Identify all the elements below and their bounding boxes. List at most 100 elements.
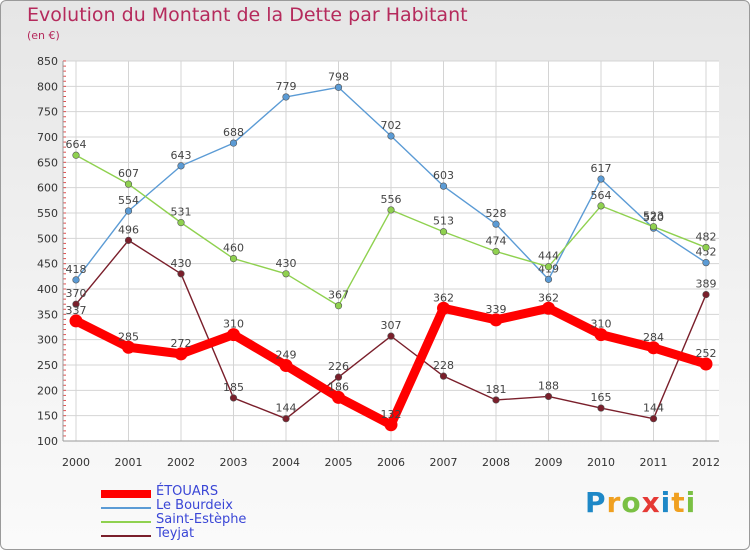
data-label: 362	[538, 291, 559, 304]
data-label: 531	[171, 206, 192, 219]
data-point	[72, 276, 80, 284]
logo-letter: o	[621, 486, 642, 519]
data-label: 181	[486, 383, 507, 396]
logo-letter: i	[685, 486, 697, 519]
data-label: 367	[328, 289, 349, 302]
data-label: 418	[66, 263, 87, 276]
x-tick-label: 2003	[220, 456, 248, 469]
data-label: 564	[591, 189, 612, 202]
data-point	[597, 175, 605, 183]
data-point	[229, 255, 238, 263]
data-label: 132	[381, 408, 402, 421]
legend-swatch	[101, 507, 151, 509]
data-point	[229, 139, 238, 147]
data-point	[387, 132, 395, 140]
data-point	[492, 247, 500, 256]
data-label: 144	[643, 402, 664, 415]
data-label: 664	[66, 138, 87, 151]
x-tick-label: 2010	[587, 456, 615, 469]
data-point	[702, 259, 710, 267]
data-point	[597, 202, 605, 210]
data-label: 339	[486, 303, 507, 316]
data-label: 252	[696, 347, 717, 360]
data-label: 779	[276, 80, 297, 93]
logo-letter: i	[660, 486, 672, 519]
data-label: 188	[538, 379, 559, 392]
data-point	[699, 357, 713, 371]
data-point	[282, 270, 290, 278]
legend-label: ÉTOUARS	[156, 484, 219, 499]
data-point	[334, 373, 343, 381]
data-point	[72, 300, 80, 308]
data-point	[332, 390, 345, 404]
data-label: 523	[643, 210, 664, 223]
data-label: 285	[118, 330, 139, 343]
data-label: 228	[433, 359, 454, 372]
x-tick-label: 2006	[377, 456, 405, 469]
data-point	[69, 314, 83, 328]
data-point	[544, 263, 553, 271]
x-tick-label: 2007	[430, 456, 458, 469]
y-tick-label: 850	[37, 55, 58, 68]
data-point	[387, 206, 395, 214]
y-tick-label: 450	[37, 258, 58, 271]
data-point	[649, 223, 658, 231]
y-tick-label: 200	[37, 384, 58, 397]
data-label: 430	[276, 257, 297, 270]
data-label: 310	[223, 318, 244, 331]
y-tick-label: 800	[37, 80, 58, 93]
data-label: 370	[66, 287, 87, 300]
data-point	[124, 180, 133, 188]
data-point	[282, 415, 290, 423]
data-label: 496	[118, 223, 139, 236]
x-tick-label: 2012	[692, 456, 720, 469]
data-label: 186	[328, 380, 349, 393]
data-label: 165	[591, 391, 612, 404]
data-point	[282, 93, 290, 101]
y-tick-label: 600	[37, 182, 58, 195]
data-label: 284	[643, 331, 664, 344]
data-point	[124, 236, 133, 244]
data-label: 513	[433, 215, 454, 228]
data-point	[384, 418, 398, 432]
data-point	[492, 220, 500, 228]
y-tick-label: 750	[37, 106, 58, 119]
data-label: 528	[486, 207, 507, 220]
data-point	[279, 359, 293, 373]
data-point	[72, 151, 80, 159]
legend-label: Le Bourdeix	[156, 498, 233, 513]
data-point	[177, 270, 185, 278]
data-point	[544, 275, 553, 283]
data-point	[702, 290, 710, 299]
x-tick-label: 2008	[482, 456, 510, 469]
legend-label: Teyjat	[156, 526, 195, 541]
data-point	[649, 415, 658, 423]
data-point	[492, 396, 500, 404]
logo-letter: x	[641, 486, 661, 519]
chart-subtitle: (en €)	[27, 29, 60, 42]
data-label: 520	[643, 211, 664, 224]
data-label: 452	[696, 246, 717, 259]
data-label: 482	[696, 230, 717, 243]
x-tick-label: 2011	[640, 456, 668, 469]
data-label: 307	[381, 319, 402, 332]
data-label: 617	[591, 162, 612, 175]
data-point	[544, 392, 553, 401]
data-label: 688	[223, 126, 244, 139]
data-point	[702, 243, 710, 252]
x-tick-label: 2000	[62, 456, 90, 469]
data-point	[597, 404, 605, 412]
data-label: 226	[328, 360, 349, 373]
data-point	[489, 313, 503, 327]
data-point	[437, 301, 450, 315]
data-label: 144	[276, 402, 297, 415]
data-label: 798	[328, 70, 349, 83]
data-label: 362	[433, 291, 454, 304]
data-label: 554	[118, 194, 139, 207]
legend-label: Saint-Estèphe	[156, 512, 247, 527]
data-label: 474	[486, 235, 507, 248]
logo-letter: t	[671, 486, 686, 519]
data-point	[439, 182, 448, 190]
data-point	[594, 328, 608, 342]
